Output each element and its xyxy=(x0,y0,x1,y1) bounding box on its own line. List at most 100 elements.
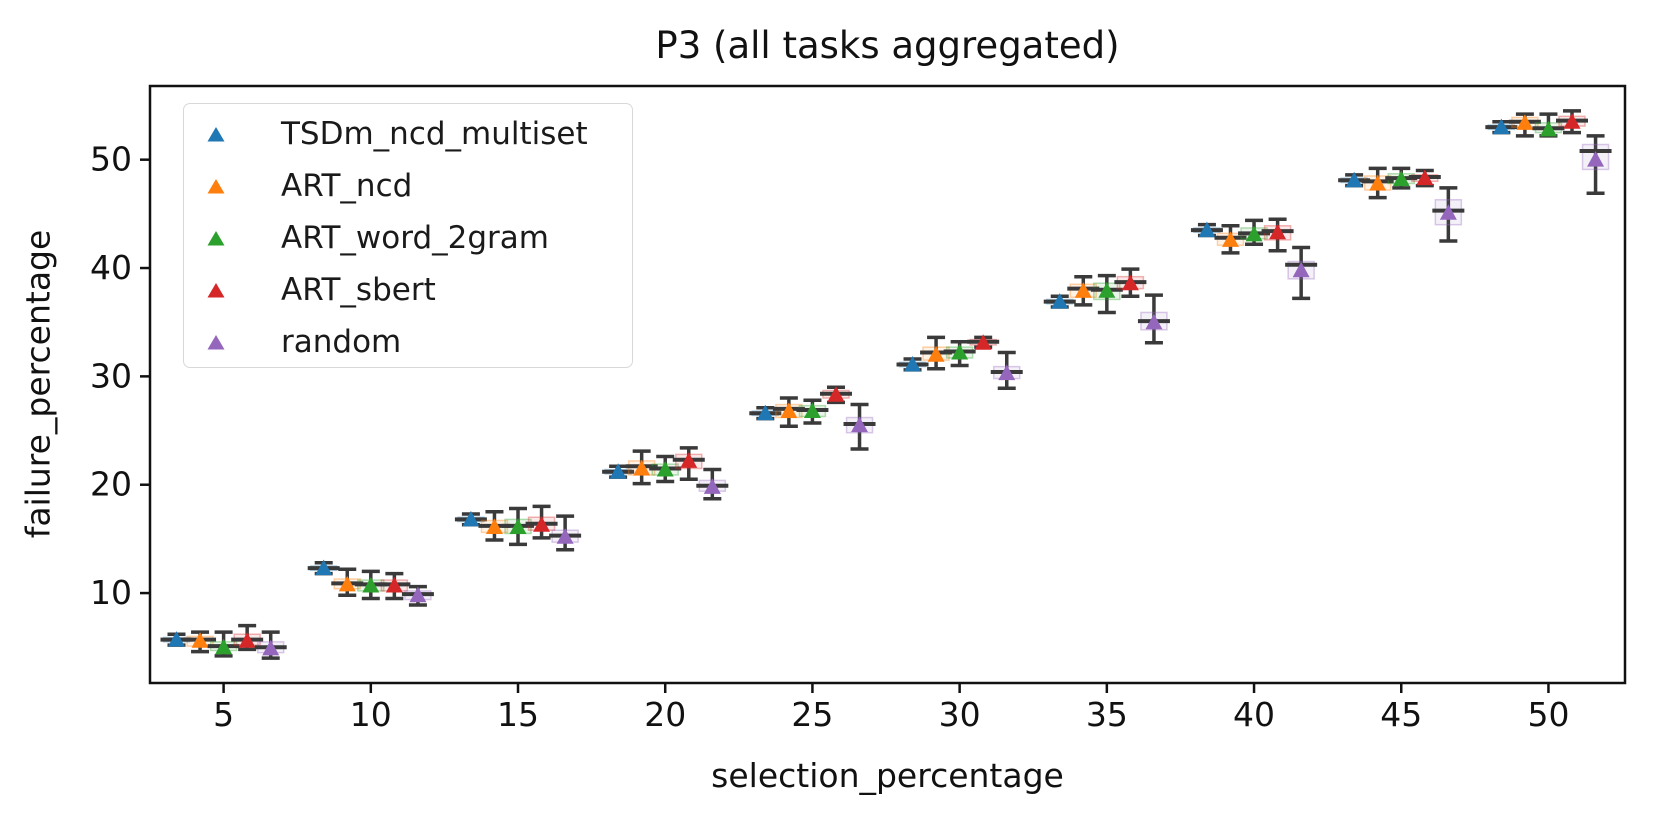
boxplot-TSDm_ncd_multiset-x40 xyxy=(1190,221,1223,238)
y-tick-label: 20 xyxy=(90,465,132,504)
mean-marker xyxy=(238,632,256,648)
boxplot-random-x15 xyxy=(549,514,582,552)
mean-marker xyxy=(385,576,403,593)
boxplot-ART_word_2gram-x45 xyxy=(1385,166,1418,190)
legend-triangle-icon xyxy=(207,231,225,246)
mean-marker xyxy=(951,344,969,360)
legend-label: TSDm_ncd_multiset xyxy=(281,116,588,152)
legend-item-random: random xyxy=(184,316,632,368)
mean-marker xyxy=(409,586,427,603)
mean-marker xyxy=(509,518,527,534)
boxplot-ART_sbert-x25 xyxy=(819,385,852,405)
mean-marker xyxy=(703,478,721,494)
axis-ticks: 5 10 15 20 25 30 35 40 45 50 10 20 30 40 50 xyxy=(90,140,1569,734)
x-tick-label: 20 xyxy=(644,695,686,734)
boxplot-ART_sbert-x45 xyxy=(1408,168,1441,188)
boxplot-random-x20 xyxy=(696,467,729,501)
mean-marker xyxy=(1198,221,1216,238)
x-tick-label: 15 xyxy=(497,695,539,734)
legend-triangle-icon xyxy=(207,335,225,350)
mean-marker xyxy=(1587,151,1605,167)
boxplot-ART_word_2gram-x35 xyxy=(1090,273,1123,315)
mean-marker xyxy=(362,576,380,593)
series-TSDm_ncd_multiset xyxy=(160,118,1518,647)
mean-marker xyxy=(656,461,674,477)
series-random xyxy=(254,134,1612,660)
boxplot-ART_sbert-x50 xyxy=(1556,109,1589,135)
mean-marker xyxy=(780,402,798,419)
boxplot-random-x35 xyxy=(1137,293,1170,345)
boxplot-ART_sbert-x5 xyxy=(231,623,264,652)
legend: TSDm_ncd_multiset ART_ncd ART_word_2gram AR… xyxy=(183,103,633,368)
mean-marker xyxy=(167,631,185,647)
legend-triangle-icon xyxy=(207,179,225,194)
mean-marker xyxy=(904,355,922,372)
y-tick-label: 40 xyxy=(90,248,132,287)
boxplot-ART_ncd-x15 xyxy=(478,510,511,542)
series-ART_sbert xyxy=(231,109,1589,652)
boxplot-TSDm_ncd_multiset-x20 xyxy=(602,463,635,479)
mean-marker xyxy=(262,639,280,656)
boxplot-random-x45 xyxy=(1432,186,1465,243)
mean-marker xyxy=(1245,225,1263,242)
mean-marker xyxy=(1221,231,1239,247)
boxplot-TSDm_ncd_multiset-x35 xyxy=(1043,293,1076,309)
mean-marker xyxy=(1416,169,1434,186)
mean-marker xyxy=(756,404,774,421)
mean-marker xyxy=(215,638,233,655)
boxplot-random-x5 xyxy=(254,630,287,660)
boxplot-ART_ncd-x5 xyxy=(184,630,217,654)
legend-item-TSDm_ncd_multiset: TSDm_ncd_multiset xyxy=(184,108,632,160)
mean-marker xyxy=(827,386,845,402)
chart-title: P3 (all tasks aggregated) xyxy=(655,24,1120,67)
x-tick-label: 25 xyxy=(791,695,833,734)
mean-marker xyxy=(1269,223,1287,240)
mean-marker xyxy=(1051,293,1069,309)
boxplot-ART_sbert-x40 xyxy=(1261,217,1294,253)
x-tick-label: 45 xyxy=(1380,695,1422,734)
boxplot-ART_ncd-x30 xyxy=(920,335,953,371)
series-ART_ncd xyxy=(184,112,1541,654)
y-tick-label: 30 xyxy=(90,356,132,395)
boxplot-random-x40 xyxy=(1285,245,1318,301)
boxplot-ART_word_2gram-x15 xyxy=(502,506,535,547)
legend-label: ART_ncd xyxy=(281,168,413,204)
mean-marker xyxy=(533,516,551,532)
mean-marker xyxy=(315,559,333,576)
mean-marker xyxy=(1563,113,1581,129)
y-tick-label: 10 xyxy=(90,573,132,612)
boxplot-ART_sbert-x30 xyxy=(967,334,1000,350)
axes-frame xyxy=(148,84,1627,685)
legend-triangle-icon xyxy=(207,127,225,142)
mean-marker xyxy=(927,346,945,362)
mean-marker xyxy=(191,632,209,648)
mean-marker xyxy=(1439,204,1457,220)
mean-marker xyxy=(998,364,1016,381)
x-tick-label: 35 xyxy=(1086,695,1128,734)
boxplot-random-x25 xyxy=(843,402,876,451)
mean-marker xyxy=(1292,261,1310,278)
mean-marker xyxy=(1121,274,1139,291)
mean-marker xyxy=(485,518,503,534)
mean-marker xyxy=(974,334,992,350)
x-tick-label: 50 xyxy=(1527,695,1569,734)
y-tick-label: 50 xyxy=(90,140,132,179)
boxplot-TSDm_ncd_multiset-x15 xyxy=(454,510,487,527)
boxplot-ART_sbert-x10 xyxy=(378,571,411,601)
boxplot-ART_ncd-x40 xyxy=(1214,224,1247,255)
boxplot-ART_word_2gram-x50 xyxy=(1532,112,1565,138)
boxplot-ART_ncd-x20 xyxy=(625,449,658,486)
boxplot-random-x30 xyxy=(990,350,1023,391)
mean-marker xyxy=(1145,313,1163,330)
mean-marker xyxy=(680,452,698,468)
mean-marker xyxy=(1539,120,1557,137)
boxplot-ART_sbert-x15 xyxy=(525,504,558,540)
boxplot-ART_sbert-x20 xyxy=(672,446,705,482)
boxplot-ART_word_2gram-x30 xyxy=(943,339,976,368)
x-tick-label: 10 xyxy=(350,695,392,734)
mean-marker xyxy=(1369,175,1387,191)
mean-marker xyxy=(851,416,869,433)
x-tick-label: 40 xyxy=(1233,695,1275,734)
boxplot-ART_word_2gram-x25 xyxy=(796,398,829,425)
